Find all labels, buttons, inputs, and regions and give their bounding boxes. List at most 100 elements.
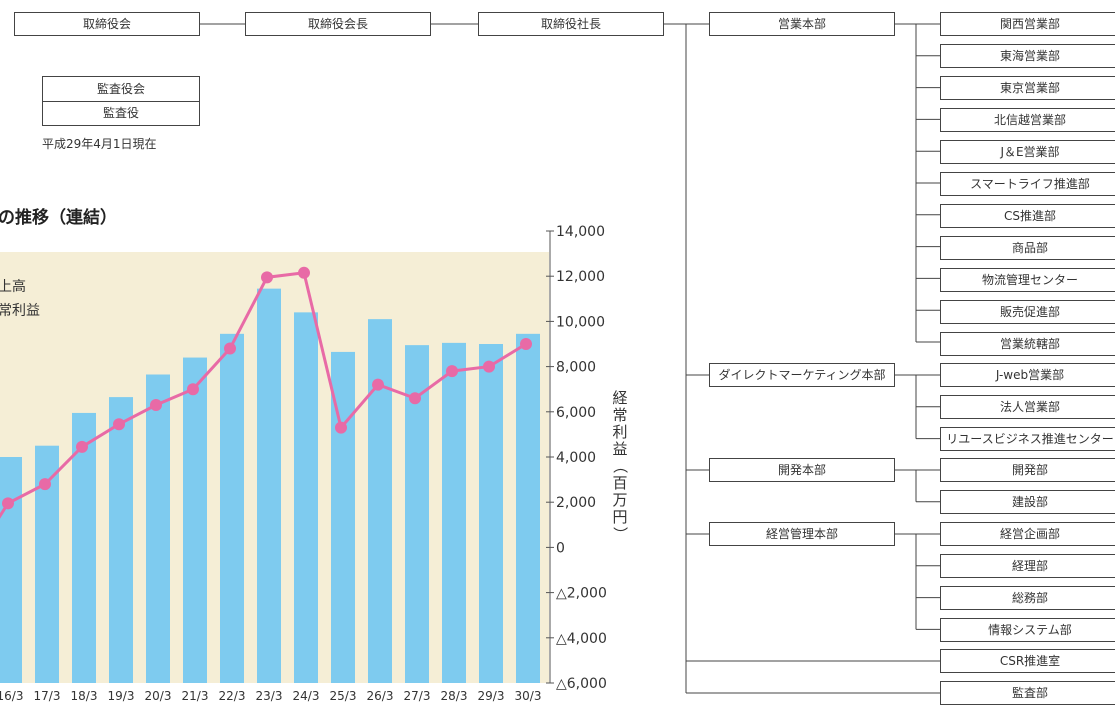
bar-sales (220, 333, 244, 683)
x-tick-label: 23/3 (256, 689, 283, 702)
org-box-division: 開発本部 (709, 458, 895, 482)
y-tick-label: △6,000 (556, 676, 607, 692)
x-tick-label: 27/3 (404, 689, 431, 702)
point-ordinary-profit (372, 378, 384, 391)
x-tick-label: 22/3 (219, 689, 246, 702)
org-box-department: 総務部 (940, 586, 1115, 610)
y-tick-label: 2,000 (556, 495, 596, 511)
as-of-date: 平成29年4月1日現在 (42, 137, 157, 151)
x-tick-label: 17/3 (34, 689, 61, 702)
x-tick-label: 26/3 (367, 689, 394, 702)
legend-label-ordinary-profit: 常利益 (0, 303, 40, 319)
org-box-division: 営業本部 (709, 12, 895, 36)
y-axis-label-char: 常 (612, 406, 627, 424)
x-tick-label: 16/3 (0, 689, 23, 702)
org-box-department: CSR推進室 (940, 649, 1115, 673)
legend-label-sales: 上高 (0, 279, 26, 295)
x-tick-label: 24/3 (293, 689, 320, 702)
point-ordinary-profit (224, 342, 236, 355)
org-box-department: 開発部 (940, 458, 1115, 482)
y-tick-label: 0 (556, 540, 565, 556)
org-box-department: 北信越営業部 (940, 108, 1115, 132)
point-ordinary-profit (150, 399, 162, 412)
bar-sales (0, 457, 22, 683)
bar-sales (257, 288, 281, 683)
point-ordinary-profit (76, 440, 88, 453)
org-box-department: 商品部 (940, 236, 1115, 260)
bar-sales (72, 412, 96, 683)
point-ordinary-profit (2, 497, 14, 510)
point-ordinary-profit (520, 338, 532, 350)
bar-sales (368, 319, 392, 683)
point-ordinary-profit (409, 392, 421, 405)
org-box-department: 販売促進部 (940, 300, 1115, 324)
y-axis-label-char: （ (611, 458, 629, 473)
org-box-audit-board: 監査役会 (42, 76, 200, 102)
org-box-department: 経理部 (940, 554, 1115, 578)
org-box-department: 営業統轄部 (940, 332, 1115, 356)
x-tick-label: 19/3 (108, 689, 135, 702)
y-axis-label-char: 経 (612, 389, 627, 407)
point-ordinary-profit (483, 360, 495, 373)
org-box-department: スマートライフ推進部 (940, 172, 1115, 196)
org-box-department: 情報システム部 (940, 618, 1115, 642)
bar-sales (294, 312, 318, 683)
bar-sales (109, 397, 133, 683)
x-tick-label: 21/3 (182, 689, 209, 702)
org-box-department: 関西営業部 (940, 12, 1115, 36)
x-tick-label: 18/3 (71, 689, 98, 702)
line-ordinary-profit (0, 271, 527, 519)
x-tick-label: 20/3 (145, 689, 172, 702)
bar-sales (442, 342, 466, 683)
bar-sales (183, 357, 207, 683)
point-ordinary-profit (187, 383, 199, 396)
point-ordinary-profit (298, 266, 310, 279)
org-box-department: 法人営業部 (940, 395, 1115, 419)
point-ordinary-profit (39, 478, 51, 491)
y-axis-label-char: 利 (612, 423, 627, 441)
bar-sales (479, 344, 503, 683)
org-box-auditor: 監査役 (42, 101, 200, 126)
org-box-department: リユースビジネス推進センター (940, 427, 1115, 451)
org-box-department: J-web営業部 (940, 363, 1115, 387)
y-tick-label: 8,000 (556, 360, 596, 376)
y-axis-label-char: 百 (612, 474, 627, 492)
bar-sales (146, 374, 170, 683)
x-tick-label: 29/3 (478, 689, 505, 702)
y-axis-label-char: 円 (612, 508, 627, 526)
org-box-department: 物流管理センター (940, 268, 1115, 292)
org-box-chairman: 取締役会長 (245, 12, 431, 36)
bar-sales (516, 333, 540, 683)
point-ordinary-profit (335, 421, 347, 434)
point-ordinary-profit (113, 418, 125, 431)
y-tick-label: △4,000 (556, 631, 607, 647)
org-box-department: 経営企画部 (940, 522, 1115, 546)
x-tick-label: 28/3 (441, 689, 468, 702)
org-box-department: 東海営業部 (940, 44, 1115, 68)
y-tick-label: 12,000 (556, 269, 605, 285)
point-ordinary-profit (261, 271, 273, 284)
org-box-department: 建設部 (940, 490, 1115, 514)
org-box-president: 取締役社長 (478, 12, 664, 36)
org-box-department: CS推進部 (940, 204, 1115, 228)
org-box-division: 経営管理本部 (709, 522, 895, 546)
y-tick-label: 4,000 (556, 450, 596, 466)
y-tick-label: 10,000 (556, 314, 605, 330)
org-box-department: 東京営業部 (940, 76, 1115, 100)
org-box-department: J＆E営業部 (940, 140, 1115, 164)
chart-title: の推移（連結） (0, 208, 117, 228)
y-tick-label: △2,000 (556, 586, 607, 602)
y-axis-label-char: ） (611, 526, 629, 541)
x-tick-label: 30/3 (515, 689, 542, 702)
x-tick-label: 25/3 (330, 689, 357, 702)
y-tick-label: 14,000 (556, 224, 605, 240)
point-ordinary-profit (446, 365, 458, 378)
y-axis-label-char: 益 (612, 440, 627, 458)
org-box-department: 監査部 (940, 681, 1115, 705)
org-box-division: ダイレクトマーケティング本部 (709, 363, 895, 387)
y-axis-label-char: 万 (612, 491, 627, 509)
org-box-board: 取締役会 (14, 12, 200, 36)
y-tick-label: 6,000 (556, 405, 596, 421)
